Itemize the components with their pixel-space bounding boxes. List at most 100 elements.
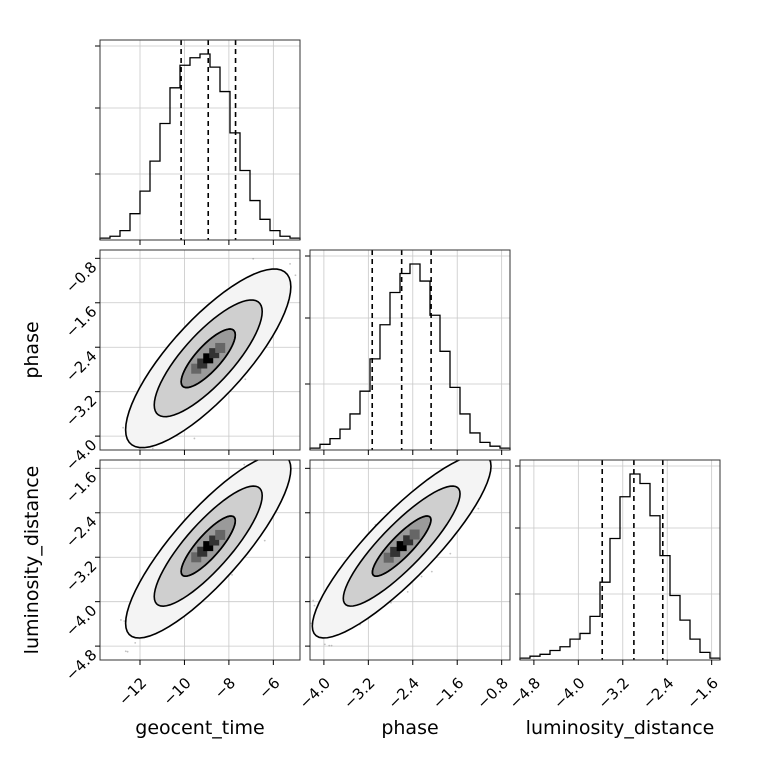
y-tick-label-phase: −0.8: [62, 258, 100, 296]
panel-frame: [99, 249, 301, 451]
scatter-point: [328, 644, 331, 647]
scatter-point: [406, 590, 409, 593]
scatter-point: [252, 257, 255, 260]
x-tick-label-geocent_time: −6: [255, 674, 283, 702]
x-tick-label-luminosity_distance: −1.6: [683, 674, 721, 712]
density-core-cell: [390, 546, 401, 557]
x-tick-label-geocent_time: −12: [115, 674, 150, 709]
scatter-point: [285, 453, 287, 455]
histogram-panel-phase: [305, 249, 511, 451]
histogram-panel-geocent_time: [95, 39, 301, 241]
density-core-cell: [209, 348, 220, 359]
x-tick-label-phase: −3.2: [340, 674, 378, 712]
x-tick-label-geocent_time: −8: [211, 674, 239, 702]
density-core: [191, 342, 226, 374]
density-contour-inner: [180, 515, 237, 578]
density-contour-inner: [180, 328, 237, 389]
scatter-point: [420, 575, 423, 578]
density-core: [191, 529, 226, 563]
panel-content: [97, 257, 297, 472]
x-tick-label-phase: −4.0: [296, 674, 334, 712]
density-core-cell: [191, 363, 202, 374]
scatter-point: [120, 619, 122, 621]
density-core-cell: [383, 552, 394, 563]
scatter-point: [151, 447, 154, 450]
scatter-point: [430, 570, 433, 573]
scatter-point: [126, 650, 129, 653]
y-axis-label-phase: phase: [21, 321, 43, 378]
scatter-point: [243, 463, 246, 466]
histogram-step-luminosity_distance: [519, 473, 721, 660]
panel-frame: [99, 39, 301, 241]
y-tick-label-luminosity_distance: −2.4: [62, 513, 100, 551]
density-core-cell: [197, 546, 208, 557]
scatter-point: [294, 662, 296, 664]
scatter-point: [477, 507, 480, 510]
y-tick-label-phase: −3.2: [62, 391, 100, 429]
scatter-point: [390, 601, 392, 604]
x-tick-label-phase: −0.8: [473, 674, 511, 712]
panel-frame: [519, 459, 721, 661]
scatter-point: [124, 650, 127, 653]
histogram-step-phase: [309, 263, 511, 450]
scatter-point: [313, 604, 316, 607]
panel-frame: [99, 459, 301, 661]
density-contour-inner: [371, 515, 432, 578]
y-tick-label-luminosity_distance: −1.6: [62, 468, 100, 506]
density-core-cell: [197, 358, 208, 369]
scatter-point: [122, 426, 125, 429]
y-tick-label-luminosity_distance: −4.8: [62, 646, 100, 684]
scatter-point: [193, 437, 196, 440]
scatter-point: [330, 644, 333, 647]
scatter-point: [323, 643, 326, 646]
scatter-point: [123, 620, 126, 622]
x-tick-label-geocent_time: −10: [160, 674, 195, 709]
scatter-point: [294, 274, 297, 277]
x-tick-label-luminosity_distance: −2.4: [639, 674, 677, 712]
density-panel-phase-luminosity_distance: [294, 454, 511, 664]
scatter-point: [231, 573, 233, 576]
x-axis-label-geocent_time: geocent_time: [135, 717, 264, 739]
density-core-cell: [215, 342, 226, 353]
density-core-cell: [191, 552, 202, 563]
x-axis-label-luminosity_distance: luminosity_distance: [526, 717, 715, 739]
histogram-panel-luminosity_distance: [515, 459, 721, 661]
panel-frame: [309, 249, 511, 451]
scatter-point: [120, 470, 122, 472]
panel-content: [120, 453, 292, 653]
density-core-cell: [209, 535, 220, 546]
scatter-point: [497, 454, 499, 456]
density-core-cell: [403, 535, 414, 546]
scatter-point: [289, 263, 291, 265]
density-panel-geocent_time-luminosity_distance: [99, 453, 301, 661]
scatter-point: [449, 552, 452, 555]
x-tick-label-luminosity_distance: −4.8: [506, 674, 544, 712]
density-core-cell: [396, 541, 407, 552]
x-tick-label-luminosity_distance: −3.2: [595, 674, 633, 712]
y-tick-label-phase: −2.4: [62, 347, 100, 385]
x-axis-label-phase: phase: [381, 717, 438, 739]
x-tick-label-luminosity_distance: −4.0: [550, 674, 588, 712]
y-axis-label-luminosity_distance: luminosity_distance: [21, 466, 43, 655]
density-core-cell: [409, 529, 420, 540]
scatter-point: [263, 539, 266, 542]
y-tick-label-luminosity_distance: −4.0: [62, 601, 100, 639]
density-core-cell: [215, 529, 226, 540]
scatter-point: [310, 622, 313, 625]
histogram-step-geocent_time: [99, 53, 301, 240]
scatter-point: [302, 647, 304, 649]
panel-content: [294, 454, 499, 664]
scatter-point: [454, 455, 456, 457]
scatter-point: [97, 444, 99, 446]
density-core-cell: [203, 353, 214, 364]
y-tick-label-luminosity_distance: −3.2: [62, 557, 100, 595]
x-tick-label-phase: −2.4: [385, 674, 423, 712]
density-panel-geocent_time-phase: [97, 249, 301, 472]
y-tick-label-phase: −1.6: [62, 303, 100, 341]
density-core: [383, 529, 420, 563]
scatter-point: [244, 378, 247, 381]
scatter-point: [134, 641, 137, 644]
scatter-point: [312, 599, 315, 602]
